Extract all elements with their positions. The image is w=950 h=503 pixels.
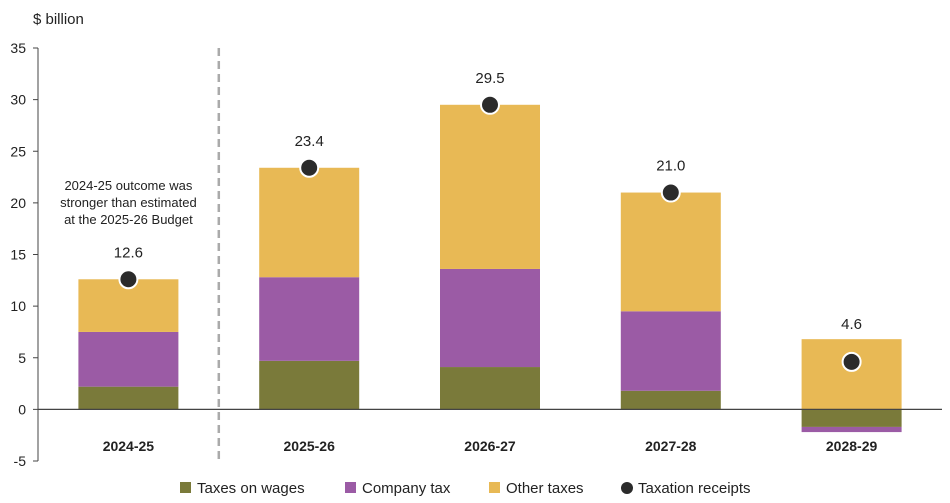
bar-taxes-on-wages-2024-25 — [78, 386, 179, 410]
data-label-2024-25: 12.6 — [114, 244, 143, 261]
y-axis-unit-label: $ billion — [33, 11, 84, 28]
bar-taxes-on-wages-2027-28 — [620, 390, 721, 410]
marker-2026-27 — [480, 94, 500, 115]
bar-company-tax-2024-25 — [78, 331, 179, 387]
marker-2025-26 — [299, 157, 320, 178]
annotation-line: 2024-25 outcome was — [64, 178, 192, 193]
bar-other-taxes-2025-26 — [259, 167, 360, 278]
bar-taxes-on-wages-2026-27 — [440, 367, 540, 410]
legend-swatch-taxes-on-wages — [180, 482, 191, 493]
legend-label-taxation-receipts: Taxation receipts — [638, 480, 751, 497]
y-tick-label: 0 — [18, 401, 26, 417]
legend: Taxes on wages Company tax Other taxes Taxa… — [180, 480, 751, 497]
annotation-line: stronger than estimated — [60, 195, 197, 210]
y-axis: -5 0 5 10 15 20 25 30 35 — [10, 40, 39, 469]
legend-label-other-taxes: Other taxes — [506, 480, 584, 497]
bar-company-tax-2028-29 — [801, 426, 902, 433]
legend-label-company-tax: Company tax — [362, 480, 451, 497]
bars — [78, 104, 902, 433]
y-tick-label: 30 — [10, 92, 26, 108]
category-label-2028-29: 2028-29 — [826, 438, 878, 454]
bar-company-tax-2026-27 — [440, 268, 540, 368]
annotation-line: at the 2025-26 Budget — [64, 212, 193, 227]
bar-other-taxes-2028-29 — [801, 339, 902, 410]
y-tick-label: 15 — [10, 247, 26, 263]
category-label-2027-28: 2027-28 — [645, 438, 697, 454]
y-tick-label: 25 — [10, 143, 26, 159]
bar-taxes-on-wages-2025-26 — [259, 360, 360, 410]
y-tick-label: 35 — [10, 40, 26, 56]
taxation-receipt-markers: 12.6 23.4 29.5 21.0 4.6 — [114, 70, 862, 372]
y-tick-label: -5 — [14, 453, 27, 469]
legend-label-taxes-on-wages: Taxes on wages — [197, 480, 305, 497]
marker-2027-28 — [660, 182, 681, 203]
legend-swatch-company-tax — [345, 482, 356, 493]
bar-taxes-on-wages-2028-29 — [801, 409, 902, 427]
legend-swatch-other-taxes — [489, 482, 500, 493]
bar-other-taxes-2026-27 — [440, 104, 540, 269]
legend-swatch-taxation-receipts — [621, 482, 633, 494]
data-label-2027-28: 21.0 — [656, 158, 685, 175]
data-label-2026-27: 29.5 — [475, 70, 504, 87]
y-tick-label: 10 — [10, 298, 26, 314]
data-label-2028-29: 4.6 — [841, 316, 862, 333]
category-label-2026-27: 2026-27 — [464, 438, 516, 454]
bar-company-tax-2027-28 — [620, 311, 721, 391]
y-tick-label: 5 — [18, 350, 26, 366]
category-labels: 2024-25 2025-26 2026-27 2027-28 2028-29 — [103, 438, 878, 454]
category-label-2024-25: 2024-25 — [103, 438, 155, 454]
marker-2024-25 — [118, 269, 139, 290]
annotation: 2024-25 outcome was stronger than estimat… — [60, 178, 197, 227]
marker-2028-29 — [841, 351, 862, 372]
bar-company-tax-2025-26 — [259, 277, 360, 361]
data-label-2025-26: 23.4 — [295, 133, 324, 150]
bar-other-taxes-2027-28 — [620, 192, 721, 312]
y-tick-label: 20 — [10, 195, 26, 211]
category-label-2025-26: 2025-26 — [284, 438, 336, 454]
